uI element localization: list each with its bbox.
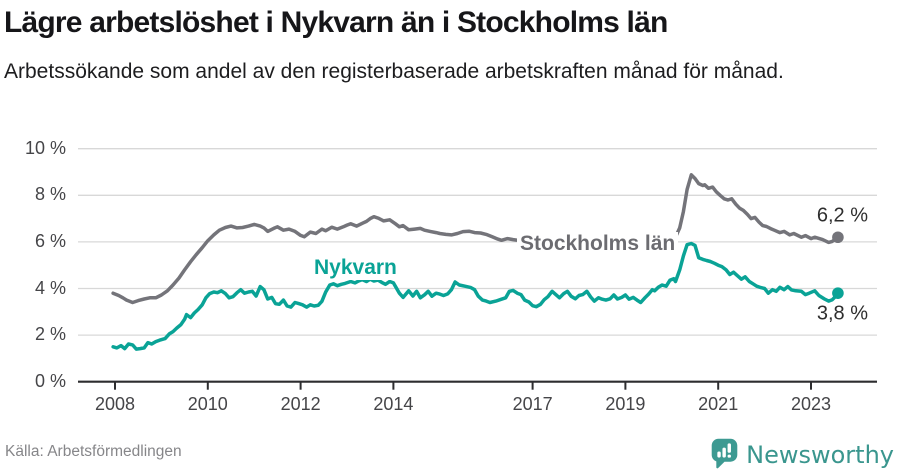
end-dot-stockholms-l-n — [832, 231, 844, 244]
series-line-nykvarn — [111, 241, 840, 351]
end-value-label-nykvarn: 3,8 % — [816, 302, 868, 325]
x-axis-label: 2021 — [698, 394, 739, 414]
y-axis-label: 10 % — [24, 137, 66, 158]
x-axis-label: 2010 — [187, 394, 228, 414]
x-axis-label: 2019 — [605, 394, 646, 414]
series-label-stockholms-l-n: Stockholms län — [517, 232, 679, 256]
page-title: Lägre arbetslöshet i Nykvarn än i Stockh… — [4, 6, 668, 39]
x-axis-label: 2008 — [94, 394, 136, 414]
x-axis-label: 2012 — [280, 394, 321, 414]
newsworthy-wordmark: Newsworthy — [746, 440, 894, 469]
end-dot-nykvarn — [832, 287, 844, 299]
x-axis-label: 2014 — [373, 394, 414, 414]
y-axis-label: 2 % — [34, 324, 66, 345]
end-value-label-stockholms-l-n: 6,2 % — [816, 204, 868, 227]
bar-chart-bubble-icon — [711, 438, 738, 469]
series-line-stockholms-l-n — [111, 173, 840, 305]
y-axis-label: 4 % — [34, 277, 66, 298]
x-axis-label: 2023 — [790, 394, 832, 414]
source-text: Källa: Arbetsförmedlingen — [5, 443, 182, 460]
newsworthy-logo[interactable]: Newsworthy — [710, 437, 894, 472]
series-label-nykvarn: Nykvarn — [311, 256, 400, 280]
y-axis-label: 8 % — [34, 184, 66, 205]
page-subtitle: Arbetssökande som andel av den registerb… — [4, 60, 784, 83]
x-axis-label: 2017 — [512, 394, 553, 414]
y-axis-label: 0 % — [34, 370, 66, 391]
y-axis-label: 6 % — [34, 230, 66, 251]
